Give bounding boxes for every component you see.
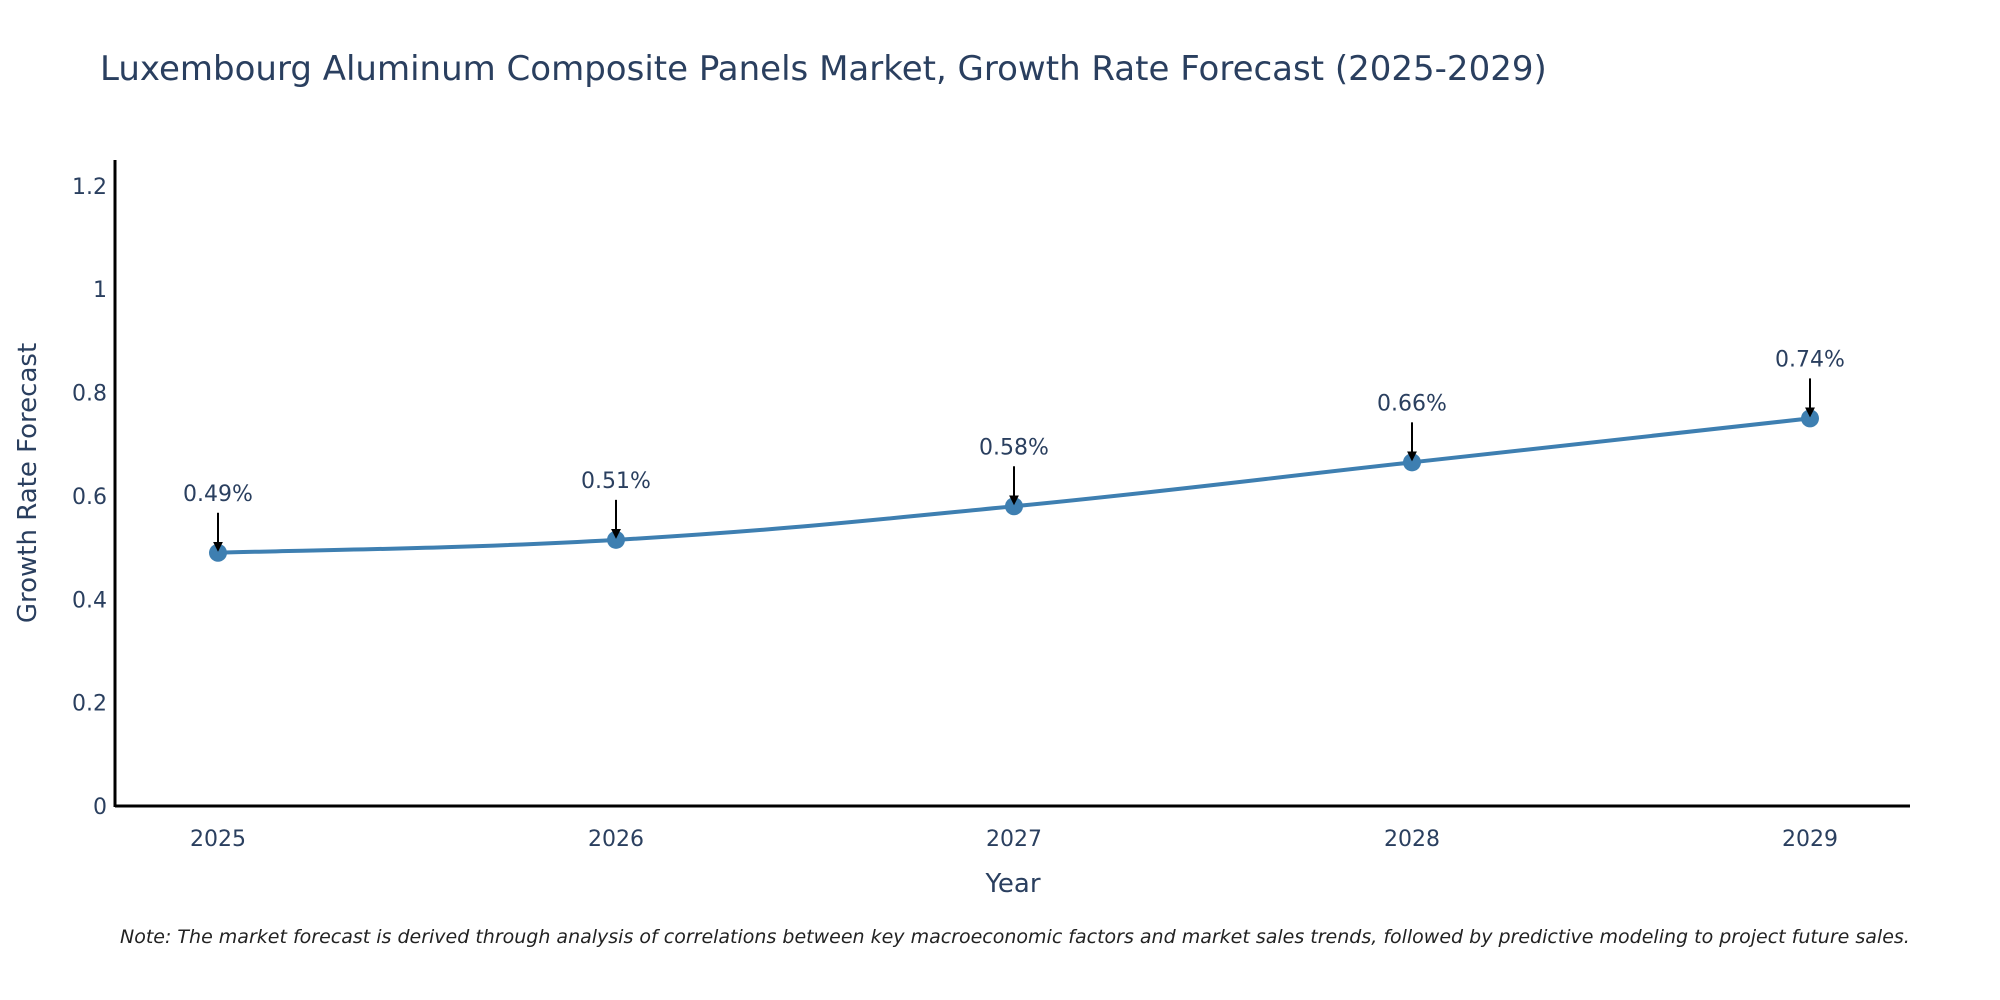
x-tick-label: 2028 <box>1384 827 1440 852</box>
x-tick-label: 2027 <box>986 827 1042 852</box>
x-axis-title: Year <box>984 869 1040 899</box>
data-label: 0.66% <box>1377 391 1447 416</box>
chart-title: Luxembourg Aluminum Composite Panels Mar… <box>100 49 1547 89</box>
data-label: 0.51% <box>581 469 651 494</box>
x-tick-label: 2026 <box>588 827 644 852</box>
y-tick-label: 0.4 <box>72 588 107 613</box>
y-tick-label: 1.2 <box>72 175 107 200</box>
data-label: 0.58% <box>979 435 1049 460</box>
x-tick-label: 2029 <box>1782 827 1838 852</box>
footnote: Note: The market forecast is derived thr… <box>120 926 1910 948</box>
data-label: 0.49% <box>183 482 253 507</box>
y-tick-label: 0 <box>93 795 107 820</box>
y-tick-label: 0.2 <box>72 692 107 717</box>
x-axis-ticks: 2025 2026 2027 2028 2029 <box>190 827 1838 852</box>
data-label: 0.74% <box>1775 347 1845 372</box>
y-tick-label: 0.6 <box>72 485 107 510</box>
y-tick-label: 1 <box>93 278 107 303</box>
data-annotations: 0.49% 0.51% 0.58% 0.66% 0.74% <box>183 347 1845 552</box>
y-tick-label: 0.8 <box>72 382 107 407</box>
y-axis-ticks: 0 0.2 0.4 0.6 0.8 1 1.2 <box>72 175 107 820</box>
y-axis-title: Growth Rate Forecast <box>13 343 43 623</box>
x-tick-label: 2025 <box>190 827 246 852</box>
